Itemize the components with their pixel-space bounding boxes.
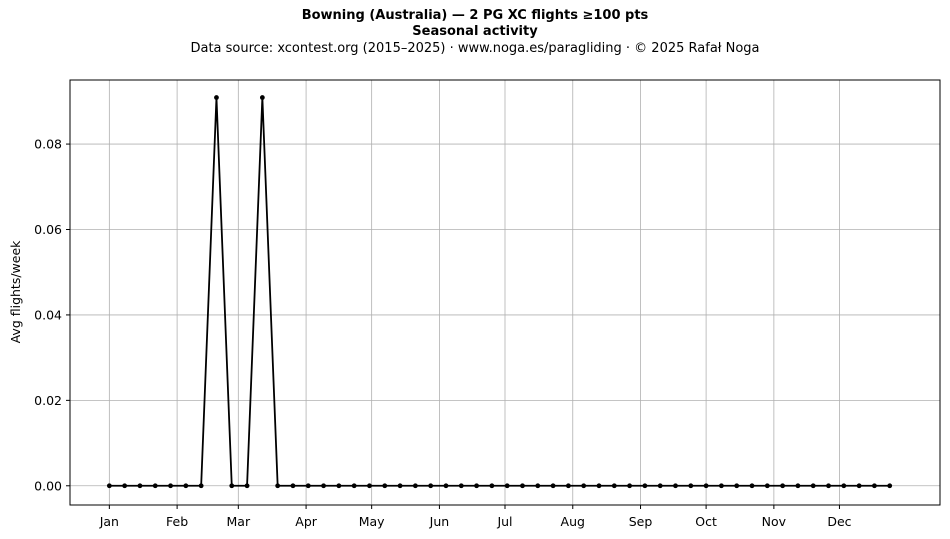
data-point: [244, 483, 250, 489]
data-point: [887, 483, 893, 489]
data-point: [550, 483, 556, 489]
y-tick-label: 0.02: [34, 393, 62, 408]
chart-title: Bowning (Australia) — 2 PG XC flights ≥1…: [301, 8, 649, 23]
data-point: [520, 483, 525, 489]
data-point: [611, 483, 617, 489]
data-point: [474, 483, 479, 489]
x-tick-label: Feb: [166, 514, 188, 529]
data-point: [336, 483, 342, 489]
data-point: [673, 483, 678, 489]
y-tick-label: 0.08: [34, 137, 62, 152]
data-point: [122, 483, 128, 489]
data-point: [627, 483, 632, 489]
data-point: [275, 483, 281, 489]
data-point: [152, 483, 158, 489]
x-tick-label: Aug: [561, 514, 585, 529]
x-tick-label: Sep: [629, 514, 653, 529]
data-point: [749, 483, 755, 489]
data-point: [504, 483, 510, 489]
data-point: [305, 483, 311, 489]
data-point: [321, 483, 326, 489]
data-point: [719, 483, 724, 489]
y-tick-label: 0.04: [34, 307, 62, 322]
data-point: [137, 483, 143, 489]
data-point: [810, 483, 816, 489]
data-point: [397, 483, 403, 489]
data-point: [688, 483, 694, 489]
data-point: [198, 483, 204, 489]
data-point: [259, 95, 265, 100]
data-point: [780, 483, 786, 489]
data-point: [581, 483, 587, 489]
data-point: [443, 483, 449, 489]
data-point: [795, 483, 801, 489]
data-point: [428, 483, 434, 489]
series-polyline: [109, 97, 890, 487]
x-tick-label: Jul: [496, 514, 512, 529]
x-tick-label: Dec: [827, 514, 851, 529]
x-tick-label: Mar: [227, 514, 251, 529]
data-point: [351, 483, 357, 489]
data-point: [596, 483, 602, 489]
data-point: [183, 483, 189, 489]
data-point: [826, 483, 831, 489]
data-point: [168, 483, 173, 489]
grid-lines: [70, 80, 940, 505]
data-point: [764, 483, 770, 489]
y-axis-label: Avg flights/week: [8, 240, 23, 344]
x-axis: Jan Feb Mar Apr May Jun Jul Aug Sep Oct Nov Dec: [99, 505, 852, 529]
chart-subtitle: Seasonal activity: [412, 24, 538, 39]
x-tick-label: Oct: [695, 514, 717, 529]
x-tick-label: Apr: [295, 514, 317, 529]
data-point: [734, 483, 740, 489]
data-point: [642, 483, 648, 489]
data-point: [412, 483, 418, 489]
data-point: [290, 483, 296, 489]
data-point: [214, 95, 219, 100]
x-tick-label: Jan: [99, 514, 119, 529]
data-point: [703, 483, 709, 489]
chart-titles: Bowning (Australia) — 2 PG XC flights ≥1…: [0, 8, 950, 58]
data-point: [458, 483, 464, 489]
data-point: [856, 483, 862, 489]
data-point: [106, 483, 112, 489]
chart-source: Data source: xcontest.org (2015–2025) · …: [190, 41, 760, 56]
data-point: [489, 483, 495, 489]
data-point: [657, 483, 663, 489]
x-tick-label: May: [359, 514, 385, 529]
data-point: [535, 483, 541, 489]
data-point: [367, 483, 372, 489]
series-line: [106, 95, 893, 489]
data-point: [841, 483, 847, 489]
data-point: [872, 483, 877, 489]
x-tick-label: Nov: [762, 514, 787, 529]
y-tick-label: 0.00: [34, 478, 62, 493]
y-tick-label: 0.06: [34, 222, 62, 237]
x-tick-label: Jun: [429, 514, 450, 529]
data-point: [229, 483, 235, 489]
data-point: [565, 483, 571, 489]
y-axis: 0.00 0.02 0.04 0.06 0.08: [34, 137, 70, 493]
data-point: [382, 483, 388, 489]
